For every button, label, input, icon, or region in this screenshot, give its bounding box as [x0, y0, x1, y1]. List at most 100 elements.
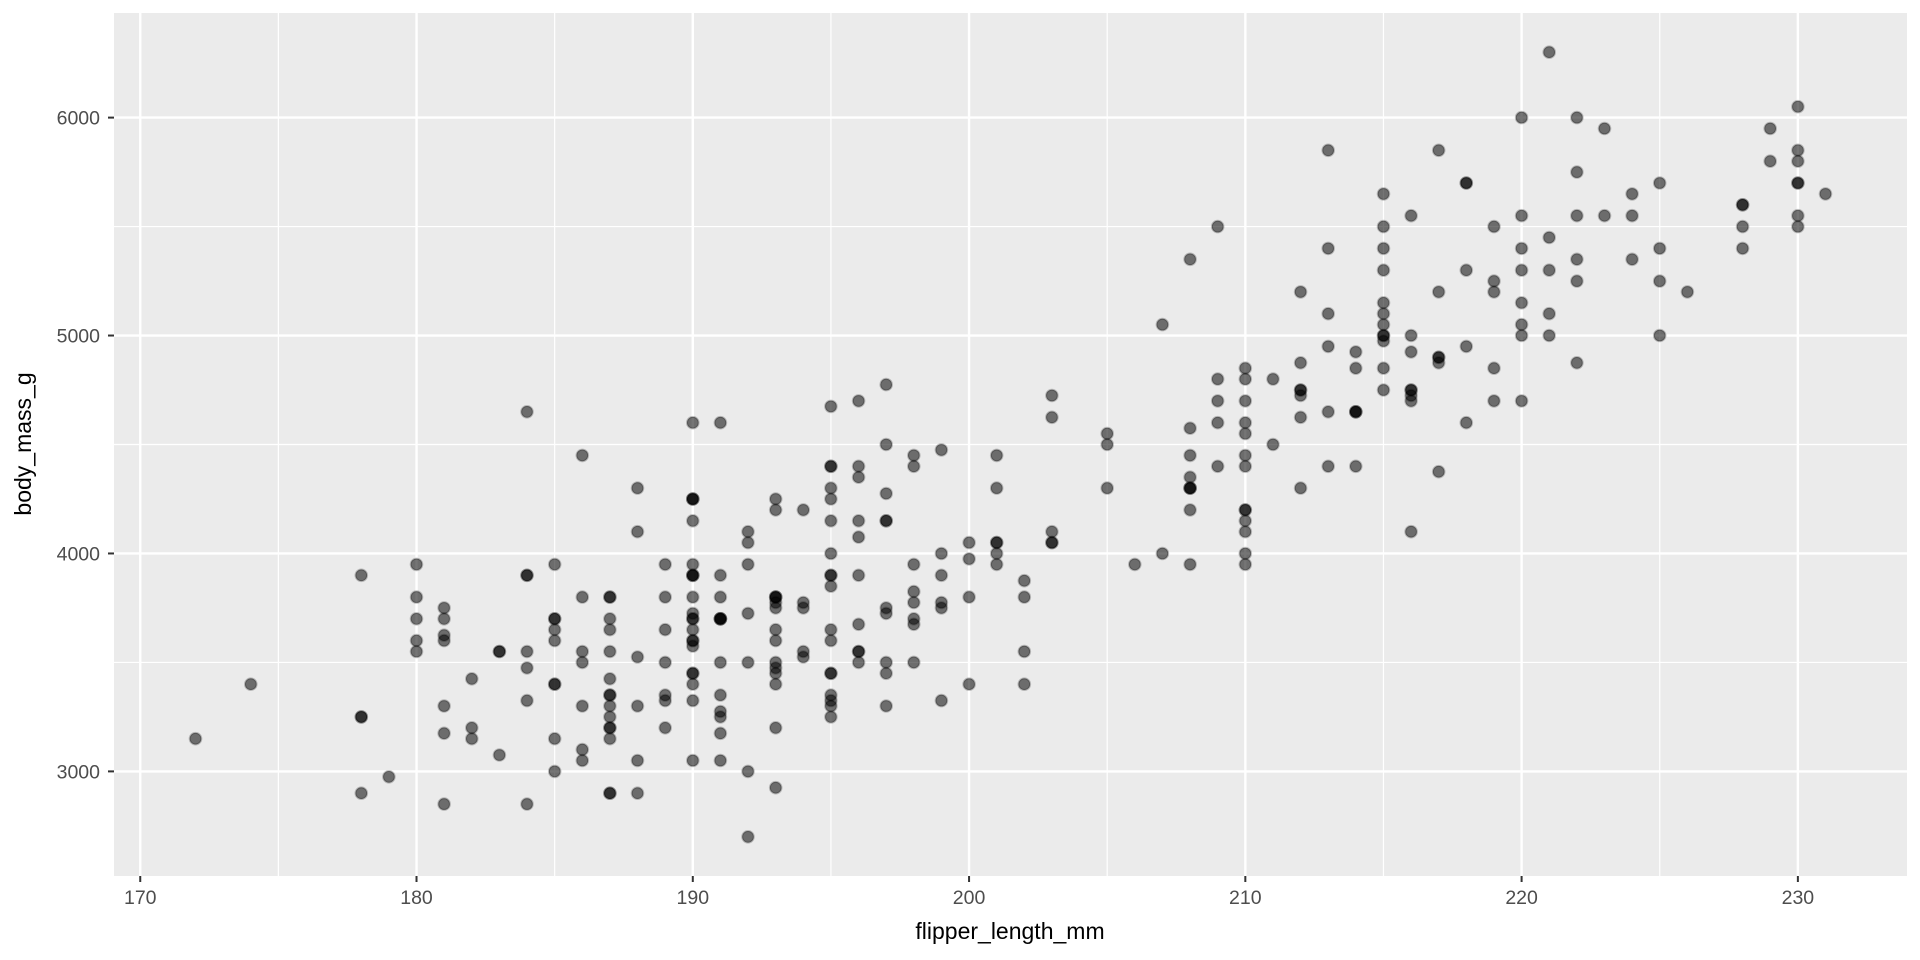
- data-point: [1266, 372, 1280, 386]
- data-point: [1514, 241, 1529, 256]
- x-tick-label: 210: [1229, 887, 1262, 909]
- data-point: [907, 448, 921, 463]
- data-point: [603, 644, 617, 659]
- data-point: [768, 780, 783, 795]
- data-point: [1183, 448, 1197, 463]
- data-point: [907, 655, 921, 670]
- y-tick-label: 4000: [57, 543, 101, 565]
- data-point: [1045, 524, 1059, 539]
- data-point: [1597, 208, 1612, 223]
- data-point: [1321, 459, 1335, 474]
- data-point: [879, 666, 894, 681]
- data-point: [1514, 328, 1529, 343]
- data-point: [824, 481, 838, 495]
- data-point: [1763, 121, 1777, 136]
- data-point: [1459, 263, 1474, 278]
- data-point: [437, 726, 451, 741]
- data-point: [547, 633, 562, 648]
- data-point: [1238, 415, 1253, 430]
- data-point: [851, 568, 866, 583]
- data-point: [1017, 573, 1032, 588]
- data-point: [1487, 274, 1501, 288]
- data-point: [1045, 388, 1059, 403]
- data-point: [741, 606, 755, 621]
- data-point: [1625, 208, 1639, 223]
- data-point: [603, 786, 617, 801]
- data-point: [686, 606, 700, 621]
- data-point: [851, 644, 866, 659]
- data-point: [1735, 198, 1750, 212]
- data-point: [630, 753, 645, 768]
- data-point: [1514, 110, 1529, 125]
- data-point: [520, 405, 534, 419]
- data-point: [879, 601, 894, 615]
- data-point: [1045, 410, 1059, 425]
- data-point: [686, 666, 700, 681]
- data-point: [741, 535, 755, 550]
- data-point: [962, 552, 976, 566]
- data-point: [1376, 306, 1391, 321]
- data-point: [1570, 208, 1584, 223]
- data-point: [824, 492, 838, 506]
- data-point: [547, 612, 562, 626]
- data-point: [1487, 361, 1501, 376]
- data-point: [1542, 230, 1556, 245]
- data-point: [1404, 208, 1418, 223]
- data-point: [1735, 219, 1750, 234]
- data-point: [907, 595, 921, 610]
- data-point: [1514, 317, 1529, 332]
- data-point: [824, 666, 838, 681]
- data-point: [1570, 356, 1584, 370]
- data-point: [1238, 361, 1253, 376]
- data-point: [630, 650, 645, 664]
- data-point: [1431, 464, 1446, 479]
- data-point: [1652, 241, 1667, 256]
- data-point: [1183, 481, 1197, 495]
- data-point: [1293, 285, 1308, 299]
- data-point: [575, 655, 590, 670]
- data-point: [741, 524, 755, 539]
- data-point: [1404, 345, 1418, 359]
- data-point: [824, 688, 838, 702]
- data-point: [630, 786, 645, 801]
- data-point: [824, 710, 838, 724]
- major-gridlines: [114, 13, 1907, 876]
- data-point: [1100, 481, 1114, 495]
- data-point: [1376, 219, 1391, 234]
- x-tick-label: 230: [1782, 887, 1815, 909]
- data-point: [796, 503, 811, 517]
- data-point: [768, 721, 783, 735]
- data-point: [1542, 328, 1556, 343]
- data-point: [1210, 459, 1225, 474]
- data-point: [879, 486, 894, 501]
- data-point: [713, 753, 728, 768]
- data-point: [520, 661, 534, 675]
- data-point: [1293, 356, 1308, 370]
- data-point: [354, 710, 369, 724]
- data-point: [1431, 143, 1446, 158]
- data-point: [603, 688, 617, 702]
- data-point: [934, 568, 949, 583]
- data-point: [244, 677, 258, 692]
- data-point: [686, 622, 700, 637]
- data-point: [1597, 121, 1612, 136]
- data-point: [934, 443, 949, 457]
- data-point: [1514, 394, 1529, 408]
- data-point: [492, 748, 507, 762]
- data-point: [1238, 459, 1253, 474]
- data-point: [1791, 219, 1805, 234]
- data-point: [1459, 415, 1474, 430]
- data-point: [603, 672, 617, 686]
- data-point: [824, 546, 838, 561]
- data-point: [907, 617, 921, 632]
- data-point: [409, 633, 424, 648]
- data-point: [741, 557, 755, 572]
- data-point: [1238, 524, 1253, 539]
- data-point: [934, 693, 949, 708]
- axis-ticks: [108, 116, 1799, 882]
- data-point: [686, 753, 700, 768]
- data-point: [188, 731, 203, 746]
- data-point: [713, 655, 728, 670]
- data-point: [741, 655, 755, 670]
